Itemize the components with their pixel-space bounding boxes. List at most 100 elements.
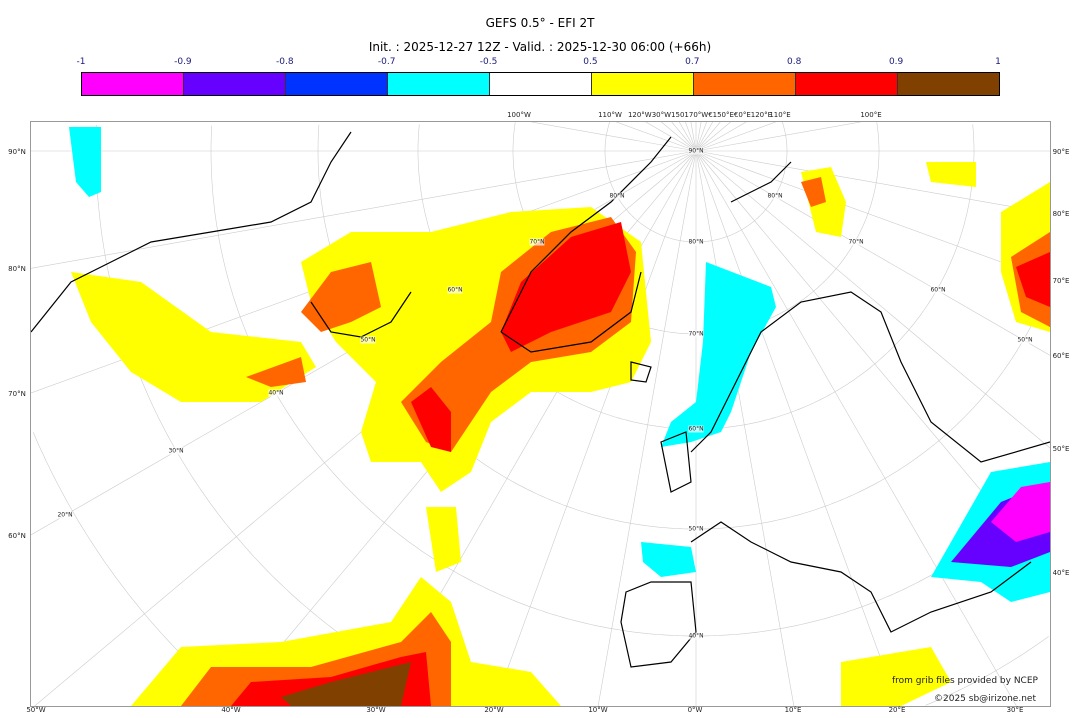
grid-label: 70°N (848, 238, 864, 246)
grid-label: 20°N (57, 511, 73, 519)
grid-label: 70°N (529, 238, 545, 246)
meridian-line (597, 150, 697, 706)
grid-label: 80°N (8, 265, 26, 273)
efi-yellow-atlantic-narrow (426, 507, 461, 572)
grid-label: 40°E (1052, 569, 1070, 577)
meridian-line (671, 122, 697, 152)
meridian-line (695, 150, 1050, 449)
colorbar-segment (796, 73, 898, 95)
meridian-line (695, 122, 707, 152)
grid-label: 90°N (688, 147, 704, 155)
meridian-line (616, 122, 697, 152)
colorbar-segment (286, 73, 388, 95)
coastlines (31, 131, 1050, 668)
grid-label: 60°N (447, 286, 463, 294)
grid-label: 80°N (767, 192, 783, 200)
meridian-line (695, 150, 1050, 281)
colorbar-segment (388, 73, 490, 95)
colorbar-segment (184, 73, 286, 95)
grid-label: 0°W (687, 706, 703, 714)
grid-label: 90°E (1052, 148, 1070, 156)
colorbar (81, 72, 1000, 96)
efi-cyan-norway-sea (661, 262, 776, 447)
map-title: GEFS 0.5° - EFI 2T (485, 16, 595, 30)
meridian-line (695, 122, 731, 152)
graticule (31, 122, 1050, 706)
meridian-line (695, 122, 861, 152)
efi-red-east (1016, 252, 1050, 307)
meridian-line (685, 122, 697, 152)
grid-label: 70°N (8, 390, 26, 398)
grid-label: 30°W (366, 706, 386, 714)
meridian-line (679, 122, 697, 152)
colorbar-segment (592, 73, 694, 95)
grid-label: 20°E (888, 706, 906, 714)
colorbar-tick-label: 0.7 (685, 57, 700, 67)
meridian-line (695, 150, 1050, 356)
grid-label: 10°W (588, 706, 608, 714)
meridian-line (690, 122, 697, 152)
colorbar-tick-label: 1 (995, 57, 1001, 67)
colorbar-tick-label: 0.9 (888, 57, 904, 67)
meridian-line (695, 150, 1050, 214)
efi-cyan-greenland-nw (69, 127, 101, 197)
efi-brown-southwest (281, 662, 411, 706)
meridian-line (645, 122, 697, 152)
grid-label: 40°W (221, 706, 241, 714)
grid-label: 10°E (784, 706, 802, 714)
meridian-line (695, 122, 747, 152)
grid-label: 30°N (168, 447, 184, 455)
grid-label: 60°E (1052, 352, 1070, 360)
colorbar-segment (898, 73, 999, 95)
colorbar-tick-label: 0.5 (583, 57, 598, 67)
grid-label: 80°N (609, 192, 625, 200)
map-area: 90°N 80°N 70°N 60°N 50°N 40°N 30°N 20°N 80°N 70°N… (30, 121, 1051, 707)
colorbar-tick-label: -0.7 (377, 57, 396, 67)
source-credit: from grib files provided by NCEP (892, 676, 1038, 686)
meridian-line (695, 122, 713, 152)
meridian-line (695, 150, 1017, 706)
grid-label: 90°N (8, 148, 26, 156)
grid-label: 40°N (688, 632, 704, 640)
map-svg (31, 122, 1050, 706)
grid-label: 80°N (688, 238, 704, 246)
meridian-line (695, 122, 702, 152)
grid-label: 50°N (688, 525, 704, 533)
colorbar-segment (694, 73, 796, 95)
meridian-line (531, 122, 697, 152)
colorbar-tick-label: -0.5 (479, 57, 498, 67)
colorbar-tick-label: -0.8 (275, 57, 294, 67)
efi-cyan-iberia-west (641, 542, 696, 577)
efi-yellow-labrador (71, 272, 316, 402)
copyright: ©2025 sb@irizone.net (934, 694, 1036, 704)
meridian-line (695, 150, 795, 706)
grid-label: 50°W (26, 706, 46, 714)
meridian-line (31, 150, 697, 269)
grid-label: 50°N (1017, 336, 1033, 344)
grid-label: 110°E (769, 111, 791, 119)
efi-orange-svalbard (801, 177, 826, 207)
grid-label: 60°N (930, 286, 946, 294)
grid-label: 50°E (1052, 445, 1070, 453)
meridian-line (493, 150, 697, 706)
efi-field (69, 127, 1050, 706)
grid-label: 30°E (1006, 706, 1024, 714)
grid-label: 110°W (598, 111, 622, 119)
parallel-line (604, 122, 788, 243)
grid-label: 100°E (860, 111, 882, 119)
colorbar-tick-label: -0.9 (174, 57, 192, 67)
efi-orange-labrador (246, 357, 306, 387)
colorbar-tick-label: -1 (76, 57, 86, 67)
efi-yellow-turkey (841, 647, 951, 706)
colorbar-segment (82, 73, 184, 95)
grid-label: 70°N (688, 330, 704, 338)
grid-label: 80°E (1052, 210, 1070, 218)
grid-label: 40°N (268, 389, 284, 397)
colorbar-segment (490, 73, 592, 95)
grid-label: 60°N (688, 425, 704, 433)
efi-red-atlantic (411, 387, 451, 452)
meridian-line (661, 122, 697, 152)
grid-label: 120°W30°W150170°W€150°E€0°E120°E (627, 111, 773, 119)
meridian-line (695, 122, 776, 152)
grid-label: 20°W (484, 706, 504, 714)
